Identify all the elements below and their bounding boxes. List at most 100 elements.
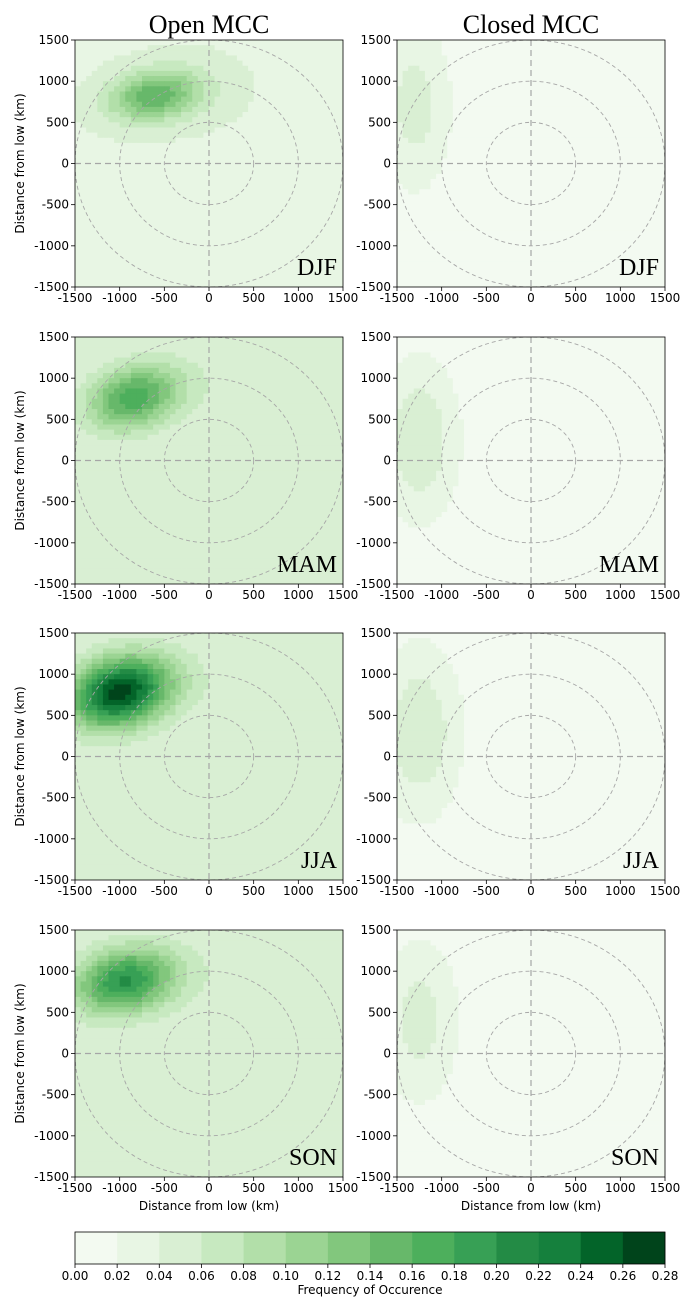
field-cell: [220, 465, 227, 472]
field-cell: [248, 414, 255, 420]
field-cell: [231, 199, 238, 206]
field-cell: [225, 373, 232, 379]
field-cell: [181, 522, 188, 528]
field-cell: [203, 250, 210, 257]
field-cell: [102, 40, 109, 46]
field-cell: [197, 429, 204, 436]
field-cell: [248, 352, 255, 358]
field-cell: [91, 573, 98, 580]
field-cell: [119, 112, 126, 118]
field-cell: [136, 424, 143, 431]
field-cell: [231, 465, 238, 472]
field-cell: [136, 50, 143, 56]
field-cell: [281, 393, 288, 400]
field-cell: [259, 491, 266, 497]
field-cell: [164, 568, 171, 575]
field-cell: [181, 230, 188, 236]
field-cell: [242, 40, 249, 46]
field-cell: [236, 256, 243, 262]
field-cell: [298, 45, 305, 51]
field-cell: [119, 398, 126, 405]
field-cell: [281, 465, 288, 472]
field-cell: [331, 527, 338, 533]
field-cell: [270, 189, 277, 195]
field-cell: [303, 653, 310, 660]
field-cell: [220, 553, 227, 559]
field-cell: [214, 81, 221, 87]
field-cell: [197, 266, 204, 272]
field-cell: [236, 506, 243, 513]
field-cell: [186, 337, 193, 343]
field-cell: [153, 434, 160, 441]
field-cell: [108, 117, 115, 123]
field-cell: [309, 475, 316, 482]
field-cell: [147, 122, 154, 128]
field-cell: [259, 643, 266, 649]
field-cell: [298, 362, 305, 369]
field-cell: [225, 506, 232, 513]
field-cell: [181, 184, 188, 190]
field-cell: [97, 256, 104, 262]
field-cell: [147, 45, 154, 51]
field-cell: [220, 256, 227, 262]
field-cell: [130, 50, 137, 56]
field-cell: [192, 347, 199, 353]
field-cell: [331, 378, 338, 384]
field-cell: [186, 122, 193, 128]
field-cell: [169, 491, 176, 497]
field-cell: [169, 55, 176, 61]
field-cell: [276, 184, 282, 190]
field-cell: [125, 230, 132, 236]
field-cell: [125, 86, 132, 92]
field-cell: [203, 235, 210, 242]
field-cell: [108, 276, 115, 283]
field-cell: [203, 204, 210, 211]
field-cell: [236, 658, 243, 665]
field-cell: [320, 209, 327, 216]
field-cell: [231, 245, 238, 252]
field-cell: [125, 106, 132, 113]
field-cell: [259, 225, 266, 231]
field-cell: [287, 230, 294, 236]
field-cell: [264, 235, 271, 242]
field-cell: [203, 106, 210, 113]
y-axis-label: Distance from low (km): [13, 93, 27, 233]
field-cell: [276, 261, 282, 267]
field-cell: [292, 276, 299, 283]
field-cell: [181, 96, 188, 103]
field-cell: [114, 638, 121, 644]
field-cell: [309, 235, 316, 242]
reference-circle: [163, 418, 255, 503]
field-cell: [298, 403, 305, 410]
field-cell: [259, 70, 266, 77]
field-cell: [136, 578, 143, 584]
field-cell: [197, 199, 204, 206]
field-cell: [209, 573, 215, 580]
field-cell: [197, 142, 204, 149]
field-cell: [337, 276, 343, 283]
field-cell: [337, 638, 343, 644]
field-cell: [236, 573, 243, 580]
field-cell: [259, 142, 266, 149]
field-cell: [292, 553, 299, 559]
field-cell: [236, 532, 243, 539]
field-cell: [97, 214, 104, 221]
field-cell: [164, 132, 171, 139]
field-cell: [337, 281, 343, 287]
field-cell: [326, 633, 333, 639]
field-cell: [86, 522, 93, 528]
field-cell: [253, 158, 260, 164]
field-cell: [320, 424, 327, 431]
field-cell: [287, 91, 294, 98]
field-cell: [236, 189, 243, 195]
field-cell: [114, 573, 121, 580]
field-cell: [214, 342, 221, 348]
field-cell: [309, 209, 316, 216]
field-cell: [225, 393, 232, 400]
field-cell: [276, 276, 282, 283]
field-cell: [264, 86, 271, 92]
field-cell: [186, 117, 193, 123]
field-cell: [125, 96, 132, 103]
field-cell: [86, 168, 93, 175]
field-cell: [309, 127, 316, 134]
